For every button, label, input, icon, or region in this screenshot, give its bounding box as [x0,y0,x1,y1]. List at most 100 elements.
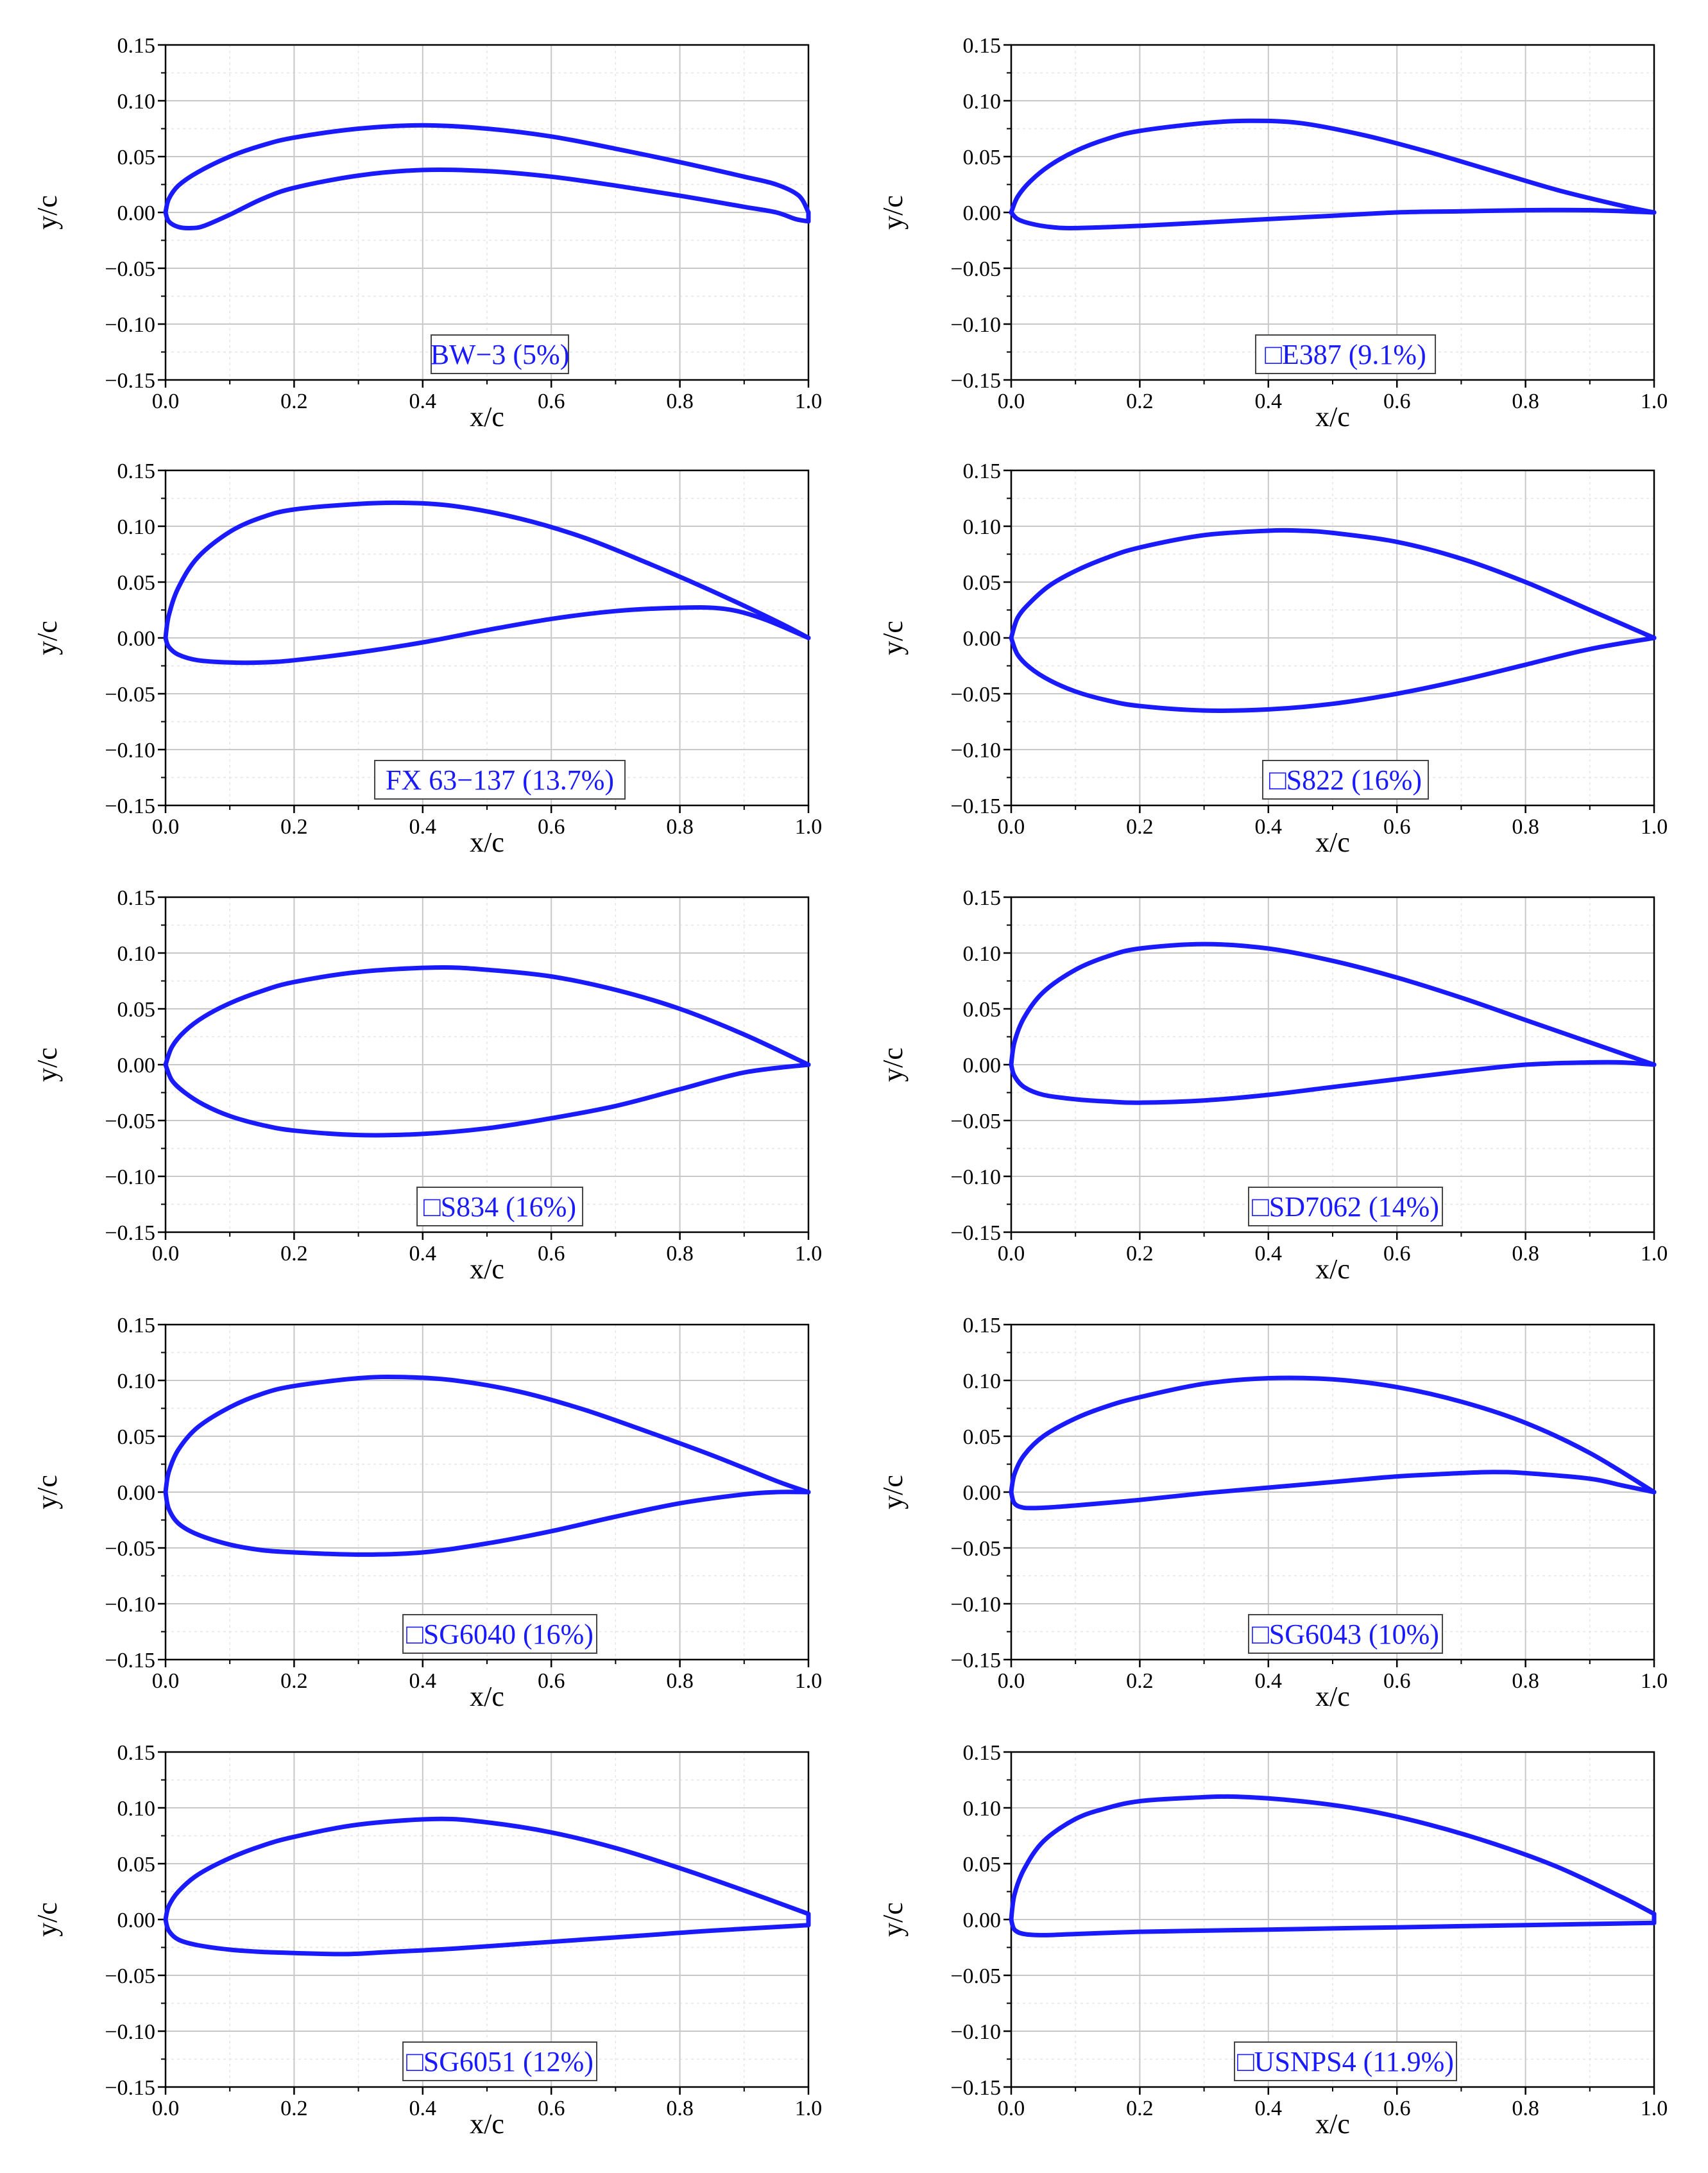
y-tick-label: −0.15 [105,1221,155,1245]
x-tick-label: 0.4 [1255,815,1283,839]
legend-label: □SD7062 (14%) [1252,1191,1439,1223]
x-tick-label: 0.2 [1126,390,1154,413]
x-tick-label: 1.0 [795,2097,823,2120]
x-tick-label: 0.8 [666,2097,694,2120]
lower-surface-line [1009,1470,1657,1511]
y-tick-label: −0.15 [950,1221,1001,1245]
airfoil-panel-4: 0.0 0.2 0.4 0.6 0.8 1.0 0.15 0.10 0.05 0.00 −0.05 −… [877,460,1668,858]
y-tick-label: 0.00 [963,1481,1002,1505]
lower-surface-line [163,1062,811,1138]
x-axis-title: x/c [470,1681,504,1712]
x-axis-title: x/c [1315,1253,1350,1285]
legend-label: □S834 (16%) [423,1191,576,1223]
y-tick-label: 0.10 [117,90,156,114]
x-tick-label: 0.0 [152,1242,180,1266]
x-tick-label: 1.0 [795,815,823,839]
y-tick-label: −0.15 [105,794,155,818]
airfoil-curves [1009,528,1657,713]
x-tick-label: 0.6 [1383,1669,1411,1693]
y-tick-label: 0.05 [117,1425,156,1449]
lower-surface-line [163,1490,811,1557]
y-tick-label: 0.10 [963,1370,1002,1393]
x-tick-label: 0.4 [409,390,437,413]
y-tick-label: 0.15 [963,886,1002,910]
y-tick-label: −0.15 [105,2076,155,2100]
x-axis-title: x/c [1315,2108,1350,2140]
legend-label: □SG6043 (10%) [1252,1619,1439,1650]
airfoil-curves [163,500,811,666]
x-tick-label: 0.8 [666,1669,694,1693]
y-tick-label: −0.05 [950,1110,1001,1133]
y-tick-label: 0.15 [963,1314,1002,1337]
x-tick-label: 0.4 [1255,2097,1283,2120]
lower-surface-line [1009,1060,1657,1105]
y-tick-label: 0.00 [963,1054,1002,1078]
legend-box [1234,2041,1458,2081]
airfoil-curves [163,1816,811,1957]
upper-surface-line [1009,528,1657,640]
y-tick-label: 0.00 [963,202,1002,225]
y-axis-title: y/c [877,195,909,230]
y-tick-label: 0.15 [117,460,156,483]
legend-label: □SG6051 (12%) [406,2046,594,2077]
y-axis-title: y/c [877,621,909,655]
y-tick-label: 0.05 [117,146,156,169]
legend: □SG6051 (12%) [402,2041,598,2081]
x-tick-label: 0.0 [152,2097,180,2120]
upper-surface-line [1009,118,1657,215]
y-tick-label: 0.05 [117,998,156,1022]
x-tick-label: 0.2 [1126,2097,1154,2120]
y-tick-label: 0.10 [117,515,156,539]
y-tick-label: 0.00 [117,1481,156,1505]
x-tick-label: 0.6 [538,1242,565,1266]
x-tick-label: 0.8 [1512,815,1539,839]
legend-box [1262,760,1430,800]
x-axis-title: x/c [1315,401,1350,433]
airfoil-panel-10: 0.0 0.2 0.4 0.6 0.8 1.0 0.15 0.10 0.05 0.00 −0.05 −… [877,1741,1668,2140]
airfoil-panel-8: 0.0 0.2 0.4 0.6 0.8 1.0 0.15 0.10 0.05 0.00 −0.05 −… [877,1314,1668,1712]
y-tick-label: −0.05 [950,1537,1001,1561]
y-tick-label: −0.15 [950,1649,1001,1672]
y-tick-label: −0.15 [950,794,1001,818]
upper-surface-line [1009,941,1657,1067]
x-tick-label: 0.0 [152,1669,180,1693]
y-tick-label: 0.15 [963,460,1002,483]
y-tick-label: 0.05 [963,146,1002,169]
x-tick-label: 0.2 [280,815,308,839]
y-tick-label: 0.10 [117,1797,156,1821]
airfoil-curves [163,1374,811,1557]
legend: □SG6040 (16%) [402,1614,598,1654]
y-axis-title: y/c [877,1902,909,1937]
y-tick-label: 0.05 [963,1425,1002,1449]
y-tick-label: 0.15 [117,34,156,58]
upper-surface-line [163,123,811,215]
x-tick-label: 0.8 [666,1242,694,1266]
x-tick-label: 0.6 [1383,390,1411,413]
airfoil-panel-3: 0.0 0.2 0.4 0.6 0.8 1.0 0.15 0.10 0.05 0.00 −0.05 −… [31,460,822,858]
legend-box [416,1187,584,1226]
airfoil-curves [1009,118,1657,230]
x-tick-label: 0.0 [998,1669,1025,1693]
legend-label: □S822 (16%) [1269,764,1422,796]
y-tick-label: −0.10 [105,1593,155,1617]
x-axis-title: x/c [470,2108,504,2140]
y-tick-label: −0.10 [105,1165,155,1189]
x-tick-label: 1.0 [1641,390,1668,413]
y-tick-label: −0.10 [950,739,1001,762]
legend: □S834 (16%) [416,1187,584,1226]
y-tick-label: −0.05 [105,257,155,281]
y-tick-label: −0.05 [105,1537,155,1561]
legend-box [402,2041,598,2081]
y-tick-label: 0.00 [117,202,156,225]
legend-label: □E387 (9.1%) [1265,339,1426,370]
y-tick-label: −0.15 [105,369,155,393]
y-tick-label: −0.05 [950,1964,1001,1988]
y-tick-label: 0.10 [963,90,1002,114]
x-tick-label: 0.6 [538,2097,565,2120]
x-tick-label: 0.6 [1383,2097,1411,2120]
airfoil-panel-2: 0.0 0.2 0.4 0.6 0.8 1.0 0.15 0.10 0.05 0.00 −0.05 −… [877,34,1668,433]
x-tick-label: 0.4 [1255,390,1283,413]
x-tick-label: 0.4 [1255,1242,1283,1266]
y-axis-title: y/c [31,1475,63,1509]
